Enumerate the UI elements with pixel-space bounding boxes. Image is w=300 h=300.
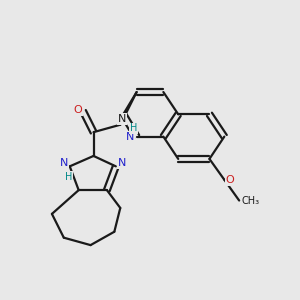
Text: H: H xyxy=(130,123,137,133)
Text: CH₃: CH₃ xyxy=(242,196,260,206)
Text: N: N xyxy=(118,114,126,124)
Text: N: N xyxy=(60,158,68,168)
Text: N: N xyxy=(126,132,134,142)
Text: N: N xyxy=(118,158,127,168)
Text: H: H xyxy=(64,172,72,182)
Text: O: O xyxy=(74,105,82,115)
Text: O: O xyxy=(226,175,235,185)
